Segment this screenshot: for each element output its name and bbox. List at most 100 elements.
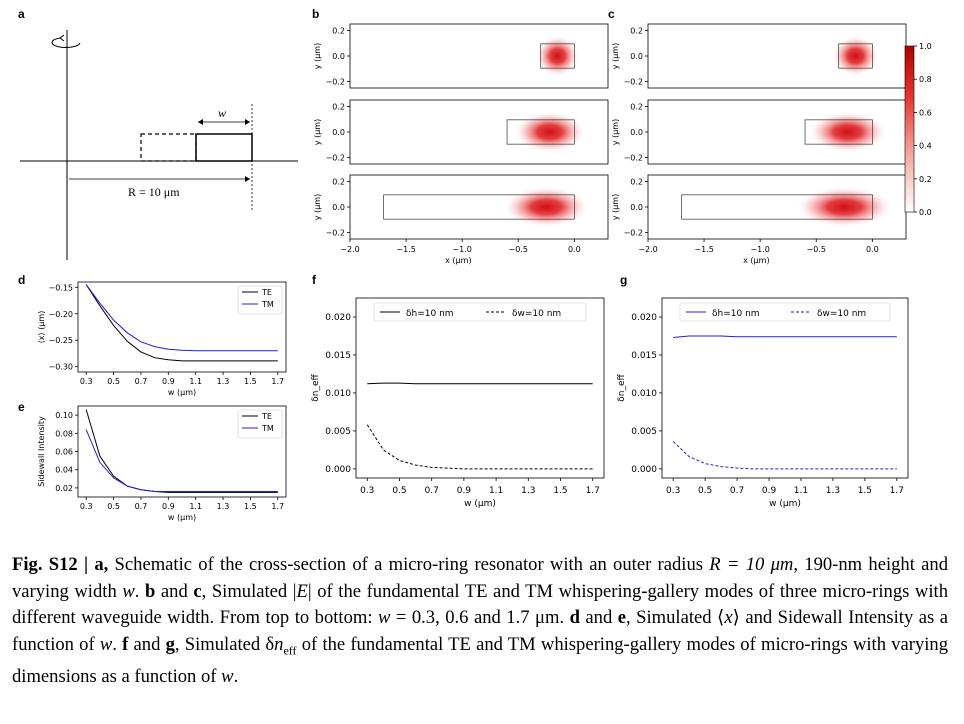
legend-entry: δw=10 nm bbox=[817, 309, 866, 319]
y-tick-label: −0.2 bbox=[624, 78, 643, 87]
y-tick-label: 0.020 bbox=[631, 313, 657, 323]
field-intensity-blob bbox=[795, 186, 893, 228]
y-axis-label: y (μm) bbox=[611, 119, 620, 145]
x-axis-label: w (μm) bbox=[168, 513, 196, 522]
x-tick-label: 0.9 bbox=[162, 377, 175, 386]
y-tick-label: 0.0 bbox=[630, 203, 643, 212]
x-tick-label: 0.5 bbox=[698, 486, 712, 496]
x-tick-label: 1.1 bbox=[489, 486, 503, 496]
colorbar-gradient bbox=[904, 45, 915, 213]
x-tick-label: 0.5 bbox=[107, 502, 120, 511]
x-tick-label: 1.1 bbox=[189, 502, 202, 511]
colorbar-tick-label: 1.0 bbox=[919, 42, 932, 51]
field-intensity-blob bbox=[808, 111, 888, 153]
x-tick-label: −1.5 bbox=[396, 245, 415, 254]
y-tick-label: −0.2 bbox=[326, 154, 345, 163]
panel-e-chart: e 0.3 0.5 0.7 0.9 1.1 1.3 1.5 1.7 w (μm) 0.10 0.08 0… bbox=[18, 400, 287, 522]
waveguide-cross-section bbox=[195, 133, 253, 162]
heatmap-c-row-3: 0.2 0.0 −0.2 y (μm) −2.0 −1.5 −1.0 −0.5 0.0 x (μm… bbox=[611, 174, 907, 265]
x-tick-label: 1.5 bbox=[244, 502, 257, 511]
y-tick-label: 0.0 bbox=[630, 52, 643, 61]
panel-g-chart: g 0.3 0.5 0.7 0.9 1.1 1.3 1.5 1.7 w (μm) 0.020 0.01… bbox=[617, 273, 909, 509]
x-tick-label: 1.3 bbox=[826, 486, 840, 496]
y-tick-label: 0.0 bbox=[630, 128, 643, 137]
y-tick-label: 0.02 bbox=[55, 484, 73, 493]
y-tick-label: 0.0 bbox=[332, 52, 345, 61]
y-tick-label: −0.2 bbox=[326, 78, 345, 87]
w-label: w bbox=[218, 106, 226, 120]
waveguide-outline bbox=[681, 194, 873, 220]
y-tick-label: −0.15 bbox=[48, 283, 73, 292]
colorbar: 1.0 0.8 0.6 0.4 0.2 0.0 bbox=[904, 42, 932, 217]
colorbar-tick-label: 0.2 bbox=[919, 175, 932, 184]
heatmap-c-row-1: 0.2 0.0 −0.2 y (μm) bbox=[611, 23, 907, 89]
x-axis-label: x (μm) bbox=[445, 256, 471, 265]
y-axis-label: δn_eff bbox=[311, 373, 321, 401]
x-tick-label: 1.7 bbox=[586, 486, 600, 496]
legend-entry: δh=10 nm bbox=[712, 309, 760, 319]
y-axis-label: y (μm) bbox=[611, 43, 620, 69]
y-tick-label: −0.2 bbox=[326, 229, 345, 238]
waveguide-outline bbox=[506, 119, 575, 145]
x-tick-label: 1.3 bbox=[521, 486, 535, 496]
x-tick-label: 0.7 bbox=[135, 502, 148, 511]
figure-canvas: a w R = 10 μm b 0.2 0.0 −0.2 y (μm) 0.2 0.0 −0.… bbox=[18, 7, 932, 522]
panel-d-chart: d 0.3 0.5 0.7 0.9 1.1 1.3 1.5 1.7 w (μm) −0.15 −0.2… bbox=[18, 273, 287, 397]
x-tick-label: 1.3 bbox=[217, 502, 230, 511]
heatmap-c-row-2: 0.2 0.0 −0.2 y (μm) bbox=[611, 99, 907, 165]
panel-c-heatmaps: c 0.2 0.0 −0.2 y (μm) 0.2 0.0 −0.2 y (μm) 0.2 0.0 −… bbox=[608, 7, 907, 265]
x-tick-label: 1.5 bbox=[553, 486, 567, 496]
legend-entry: TM bbox=[261, 424, 274, 433]
figure-caption: Fig. S12 | a, Schematic of the cross-sec… bbox=[12, 554, 949, 687]
y-tick-label: 0.010 bbox=[325, 389, 351, 399]
panel-a-schematic: a w R = 10 μm bbox=[18, 7, 298, 260]
x-tick-label: −0.5 bbox=[807, 245, 826, 254]
y-tick-label: 0.0 bbox=[332, 203, 345, 212]
y-axis-label: ⟨x⟩ (μm) bbox=[37, 311, 46, 344]
y-tick-label: −0.25 bbox=[48, 336, 73, 345]
colorbar-tick-label: 0.0 bbox=[919, 208, 932, 217]
legend-entry: TM bbox=[261, 300, 274, 309]
x-tick-label: 0.9 bbox=[457, 486, 472, 496]
heatmap-b-row-1: 0.2 0.0 −0.2 y (μm) bbox=[313, 23, 609, 89]
field-intensity-blob bbox=[513, 111, 586, 153]
waveguide-outline bbox=[383, 194, 575, 220]
x-tick-label: 0.3 bbox=[666, 486, 680, 496]
legend-entry: TE bbox=[261, 412, 272, 421]
y-tick-label: −0.2 bbox=[624, 229, 643, 238]
y-tick-label: 0.015 bbox=[631, 351, 657, 361]
y-tick-label: 0.015 bbox=[325, 351, 351, 361]
series-line-2 bbox=[85, 429, 278, 492]
x-tick-label: −1.0 bbox=[452, 245, 471, 254]
x-tick-label: 1.5 bbox=[858, 486, 872, 496]
y-tick-label: 0.2 bbox=[332, 26, 345, 35]
series-line-1 bbox=[85, 284, 278, 362]
x-tick-label: −1.5 bbox=[694, 245, 713, 254]
series-line-1 bbox=[367, 382, 593, 385]
y-tick-label: 0.08 bbox=[55, 429, 73, 438]
x-tick-label: −2.0 bbox=[340, 245, 359, 254]
x-tick-label: −1.0 bbox=[750, 245, 769, 254]
y-tick-label: 0.005 bbox=[631, 427, 657, 437]
y-tick-label: 0.2 bbox=[332, 102, 345, 111]
y-tick-label: 0.010 bbox=[631, 389, 657, 399]
y-axis-label: y (μm) bbox=[313, 119, 322, 145]
y-tick-label: 0.2 bbox=[630, 26, 643, 35]
panel-letter-b: b bbox=[312, 7, 319, 21]
x-tick-label: 0.9 bbox=[162, 502, 175, 511]
waveguide-outline-dashed bbox=[140, 133, 197, 162]
series-line-2 bbox=[85, 284, 278, 352]
panel-letter-g: g bbox=[620, 273, 627, 287]
y-tick-label: −0.20 bbox=[48, 310, 73, 319]
panel-letter-c: c bbox=[608, 7, 615, 21]
y-tick-label: −0.30 bbox=[48, 363, 73, 372]
colorbar-tick-label: 0.8 bbox=[919, 75, 932, 84]
x-axis-label: w (μm) bbox=[464, 499, 496, 509]
series-line-2 bbox=[672, 441, 897, 470]
panel-b-heatmaps: b 0.2 0.0 −0.2 y (μm) 0.2 0.0 −0.2 y (μm) 0.2 0.0 −… bbox=[312, 7, 609, 265]
x-tick-label: −0.5 bbox=[509, 245, 528, 254]
field-intensity-blob bbox=[832, 35, 879, 77]
x-tick-label: 0.5 bbox=[392, 486, 406, 496]
plot-frame bbox=[77, 281, 287, 373]
heatmap-b-row-2: 0.2 0.0 −0.2 y (μm) bbox=[313, 99, 609, 165]
